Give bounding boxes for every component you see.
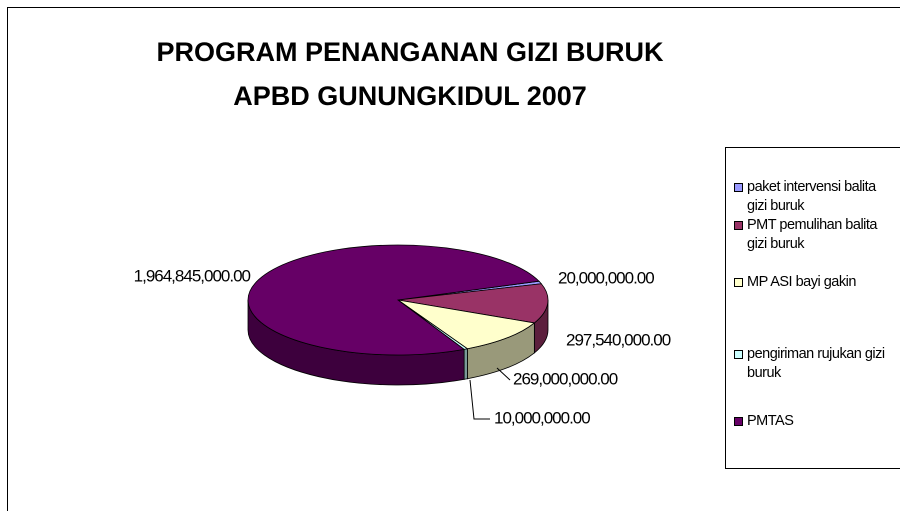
- data-label: 269,000,000.00: [513, 369, 618, 388]
- legend-swatch: [734, 350, 743, 359]
- leader-line: [469, 379, 490, 420]
- legend-swatch: [734, 417, 743, 426]
- legend-label: PMTAS: [747, 413, 794, 429]
- legend-label: MP ASI bayi gakin: [747, 274, 856, 290]
- data-label: 297,540,000.00: [566, 330, 671, 349]
- pie-slice: [397, 299, 536, 350]
- pie-side: [463, 348, 468, 380]
- data-label: 1,964,845,000.00: [134, 266, 251, 285]
- legend-swatch: [734, 221, 743, 230]
- pie-slice: [247, 244, 540, 356]
- legend-label: paket intervensi balita gizi buruk: [747, 179, 876, 214]
- legend-swatch: [734, 278, 743, 287]
- data-label: 10,000,000.00: [494, 408, 590, 427]
- legend-label: pengiriman rujukan gizi buruk: [747, 346, 885, 381]
- legend-swatch: [734, 183, 743, 192]
- pie-slice: [397, 283, 549, 324]
- leader-line: [496, 367, 511, 381]
- chart-title: PROGRAM PENANGANAN GIZI BURUK APBD GUNUN…: [156, 37, 664, 111]
- chart-frame: [7, 7, 900, 511]
- data-label: 20,000,000.00: [558, 268, 654, 287]
- pie-tops: [247, 244, 549, 356]
- legend-label: PMT pemulihan balita gizi buruk: [747, 217, 877, 252]
- legend: paket intervensi balita gizi buruk PMT pe…: [725, 147, 900, 469]
